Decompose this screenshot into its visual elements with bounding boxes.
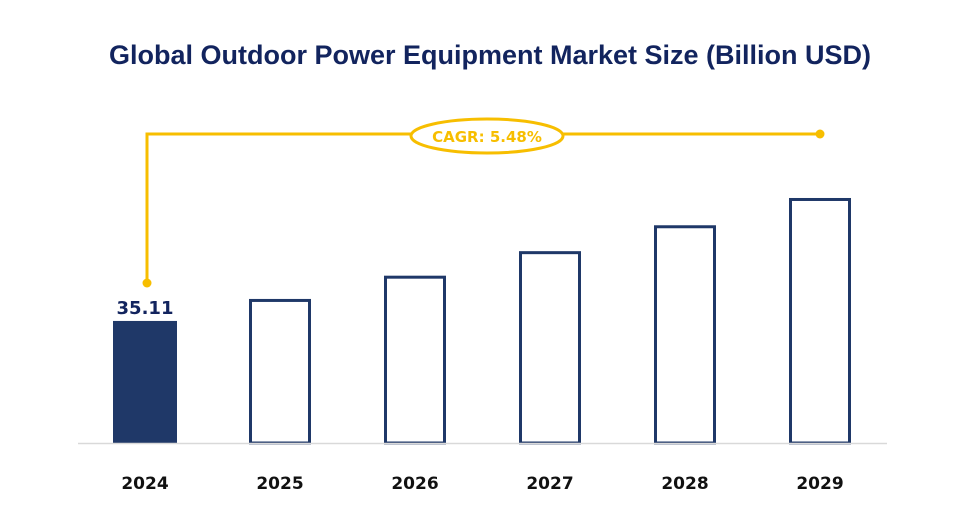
cagr-start-dot xyxy=(142,278,152,288)
cagr-end-dot xyxy=(815,129,825,139)
bar-2029 xyxy=(789,197,851,445)
x-tick-label: 2025 xyxy=(256,474,303,494)
cagr-annotation: CAGR: 5.48% xyxy=(142,117,825,288)
x-tick-label: 2029 xyxy=(796,474,843,494)
cagr-label: CAGR: 5.48% xyxy=(432,128,542,146)
cagr-ellipse xyxy=(409,117,565,155)
data-label: 35.11 xyxy=(117,298,174,319)
x-tick-label: 2028 xyxy=(661,474,708,494)
bar-2028 xyxy=(654,225,716,445)
chart-title: Global Outdoor Power Equipment Market Si… xyxy=(109,40,871,70)
x-tick-label: 2024 xyxy=(121,474,168,494)
bar-2027 xyxy=(519,251,581,445)
x-tick-label: 2026 xyxy=(391,474,438,494)
cagr-connector-left xyxy=(145,132,412,283)
bar-2024 xyxy=(113,320,177,443)
x-tick-label: 2027 xyxy=(526,474,573,494)
bar-2026 xyxy=(384,275,446,445)
bar-2025 xyxy=(249,298,311,445)
